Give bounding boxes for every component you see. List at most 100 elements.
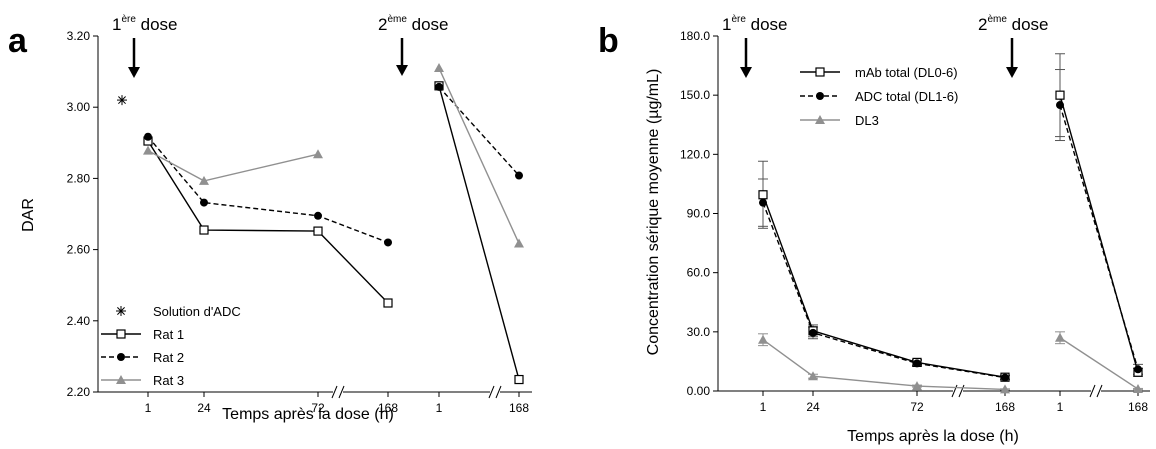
y-tick-label: 2.60 bbox=[67, 243, 91, 257]
marker-rat-2 bbox=[144, 132, 152, 141]
axis-break-mark bbox=[958, 384, 965, 398]
panel-b-x-axis-title: Temps après la dose (h) bbox=[847, 428, 1019, 445]
y-tick-label: 3.00 bbox=[67, 100, 91, 114]
panel-b-error-bars bbox=[758, 53, 1143, 391]
series-line-dl3 bbox=[762, 339, 1006, 391]
dose-annotation-1: 1ère dose bbox=[722, 14, 788, 34]
dose-arrow-head bbox=[396, 65, 408, 76]
marker-rat-3 bbox=[143, 145, 153, 155]
panel-a-series-lines bbox=[147, 67, 520, 380]
series-line-rat-2 bbox=[147, 136, 389, 244]
legend-label-rat-1: Rat 1 bbox=[153, 327, 184, 342]
marker-adc-total-dl1-6 bbox=[1001, 373, 1009, 382]
x-tick-label: 1 bbox=[436, 401, 443, 415]
series-line-mab-total-dl0-6 bbox=[762, 194, 1006, 378]
x-tick-label: 24 bbox=[197, 401, 211, 415]
legend-label-rat-2: Rat 2 bbox=[153, 350, 184, 365]
marker-adc-total-dl1-6 bbox=[759, 198, 767, 207]
legend-label-adc-total-dl1-6: ADC total (DL1-6) bbox=[855, 89, 958, 104]
panel-b-markers bbox=[758, 90, 1143, 394]
series-line-dl3 bbox=[1059, 337, 1139, 390]
axis-break-mark bbox=[488, 385, 495, 399]
x-tick-label: 1 bbox=[1057, 400, 1064, 414]
marker-adc-total-dl1-6 bbox=[809, 328, 817, 337]
legend-label-dl3: DL3 bbox=[855, 113, 879, 128]
marker-dl3 bbox=[808, 371, 818, 381]
x-tick-label: 168 bbox=[1128, 400, 1148, 414]
y-tick-label: 2.80 bbox=[67, 171, 91, 185]
marker-rat-2 bbox=[384, 238, 392, 247]
panel-a-markers bbox=[117, 63, 524, 385]
dose-annotation-2: 2ème dose bbox=[378, 14, 449, 34]
marker-rat-2 bbox=[435, 82, 443, 91]
legend-marker-rat-2 bbox=[117, 353, 125, 361]
x-tick-label: 168 bbox=[509, 401, 529, 415]
reference-marker-solution-d-adc bbox=[117, 95, 127, 106]
panel-a-letter: a bbox=[8, 22, 28, 60]
marker-mab-total-dl0-6 bbox=[1055, 90, 1065, 100]
marker-dl3 bbox=[1133, 384, 1143, 394]
x-tick-label: 1 bbox=[145, 401, 152, 415]
axis-break-mark bbox=[338, 385, 345, 399]
dose-arrow-head bbox=[128, 67, 140, 78]
marker-rat-3 bbox=[514, 238, 524, 248]
panel-b-legend: mAb total (DL0-6) ADC total (DL1-6) DL3 bbox=[800, 65, 958, 128]
y-tick-label: 150.0 bbox=[680, 88, 710, 102]
marker-rat-3 bbox=[313, 149, 323, 159]
asterisk-stroke bbox=[118, 96, 126, 105]
panel-a: a 2.20 2.40 2.60 2.80 3.00 3.20 1 24 72 168 1 168 T… bbox=[8, 14, 532, 423]
x-tick-label: 72 bbox=[910, 400, 924, 414]
marker-dl3 bbox=[912, 381, 922, 391]
axis-break-mark bbox=[331, 385, 338, 399]
y-tick-label: 2.40 bbox=[67, 314, 91, 328]
dose-annotation-1: 1ère dose bbox=[112, 14, 178, 34]
axis-break-mark bbox=[495, 385, 502, 399]
marker-dl3 bbox=[758, 334, 768, 344]
marker-rat-2 bbox=[515, 171, 523, 180]
legend-marker-mab-total-dl0-6 bbox=[815, 67, 825, 77]
y-tick-label: 180.0 bbox=[680, 29, 710, 43]
asterisk-stroke bbox=[117, 307, 125, 315]
panel-b: b 0.00 30.0 60.0 90.0 120.0 150.0 180.0 1 24 72 16… bbox=[598, 14, 1150, 445]
legend-label-solution-d-adc: Solution d'ADC bbox=[153, 304, 241, 319]
marker-rat-1 bbox=[199, 225, 209, 235]
panel-b-series-lines bbox=[762, 94, 1139, 391]
axis-break-mark bbox=[1096, 384, 1103, 398]
marker-rat-3 bbox=[434, 63, 444, 73]
series-line-mab-total-dl0-6 bbox=[1059, 94, 1139, 373]
marker-dl3 bbox=[1055, 332, 1065, 342]
x-tick-label: 168 bbox=[378, 401, 398, 415]
y-tick-label: 2.20 bbox=[67, 385, 91, 399]
panel-a-dose-annotations: 1ère dose 2ème dose bbox=[112, 14, 449, 78]
x-tick-label: 1 bbox=[760, 400, 767, 414]
legend-label-rat-3: Rat 3 bbox=[153, 373, 184, 388]
panel-a-legend: Solution d'ADC Rat 1 Rat 2 Rat 3 bbox=[101, 304, 241, 388]
marker-adc-total-dl1-6 bbox=[913, 359, 921, 368]
legend-marker-rat-1 bbox=[116, 329, 126, 339]
marker-rat-1 bbox=[383, 298, 393, 308]
marker-adc-total-dl1-6 bbox=[1056, 101, 1064, 110]
x-tick-label: 168 bbox=[995, 400, 1015, 414]
panel-b-tick-labels: 0.00 30.0 60.0 90.0 120.0 150.0 180.0 1 24 72 168 1… bbox=[680, 29, 1148, 414]
marker-mab-total-dl0-6 bbox=[758, 190, 768, 200]
marker-dl3 bbox=[1000, 384, 1010, 394]
dose-arrow-head bbox=[740, 67, 752, 78]
y-tick-label: 30.0 bbox=[687, 325, 711, 339]
panel-a-x-axis-title: Temps après la dose (h) bbox=[222, 406, 394, 423]
panel-b-dose-annotations: 1ère dose 2ème dose bbox=[722, 14, 1049, 78]
panel-a-axes bbox=[93, 35, 532, 399]
legend-marker-adc-total-dl1-6 bbox=[816, 92, 824, 100]
series-line-rat-1 bbox=[147, 140, 389, 304]
series-line-adc-total-dl1-6 bbox=[762, 202, 1006, 379]
dose-annotation-2: 2ème dose bbox=[978, 14, 1049, 34]
y-tick-label: 90.0 bbox=[687, 207, 711, 221]
marker-rat-1 bbox=[313, 226, 323, 236]
panel-b-y-axis-title: Concentration sérique moyenne (µg/mL) bbox=[645, 69, 662, 356]
panel-b-letter: b bbox=[598, 22, 619, 60]
legend-marker-dl3 bbox=[815, 115, 825, 124]
marker-adc-total-dl1-6 bbox=[1134, 365, 1142, 374]
series-line-rat-2 bbox=[438, 86, 520, 177]
dose-arrow-head bbox=[1006, 67, 1018, 78]
series-line-rat-3 bbox=[438, 67, 520, 244]
